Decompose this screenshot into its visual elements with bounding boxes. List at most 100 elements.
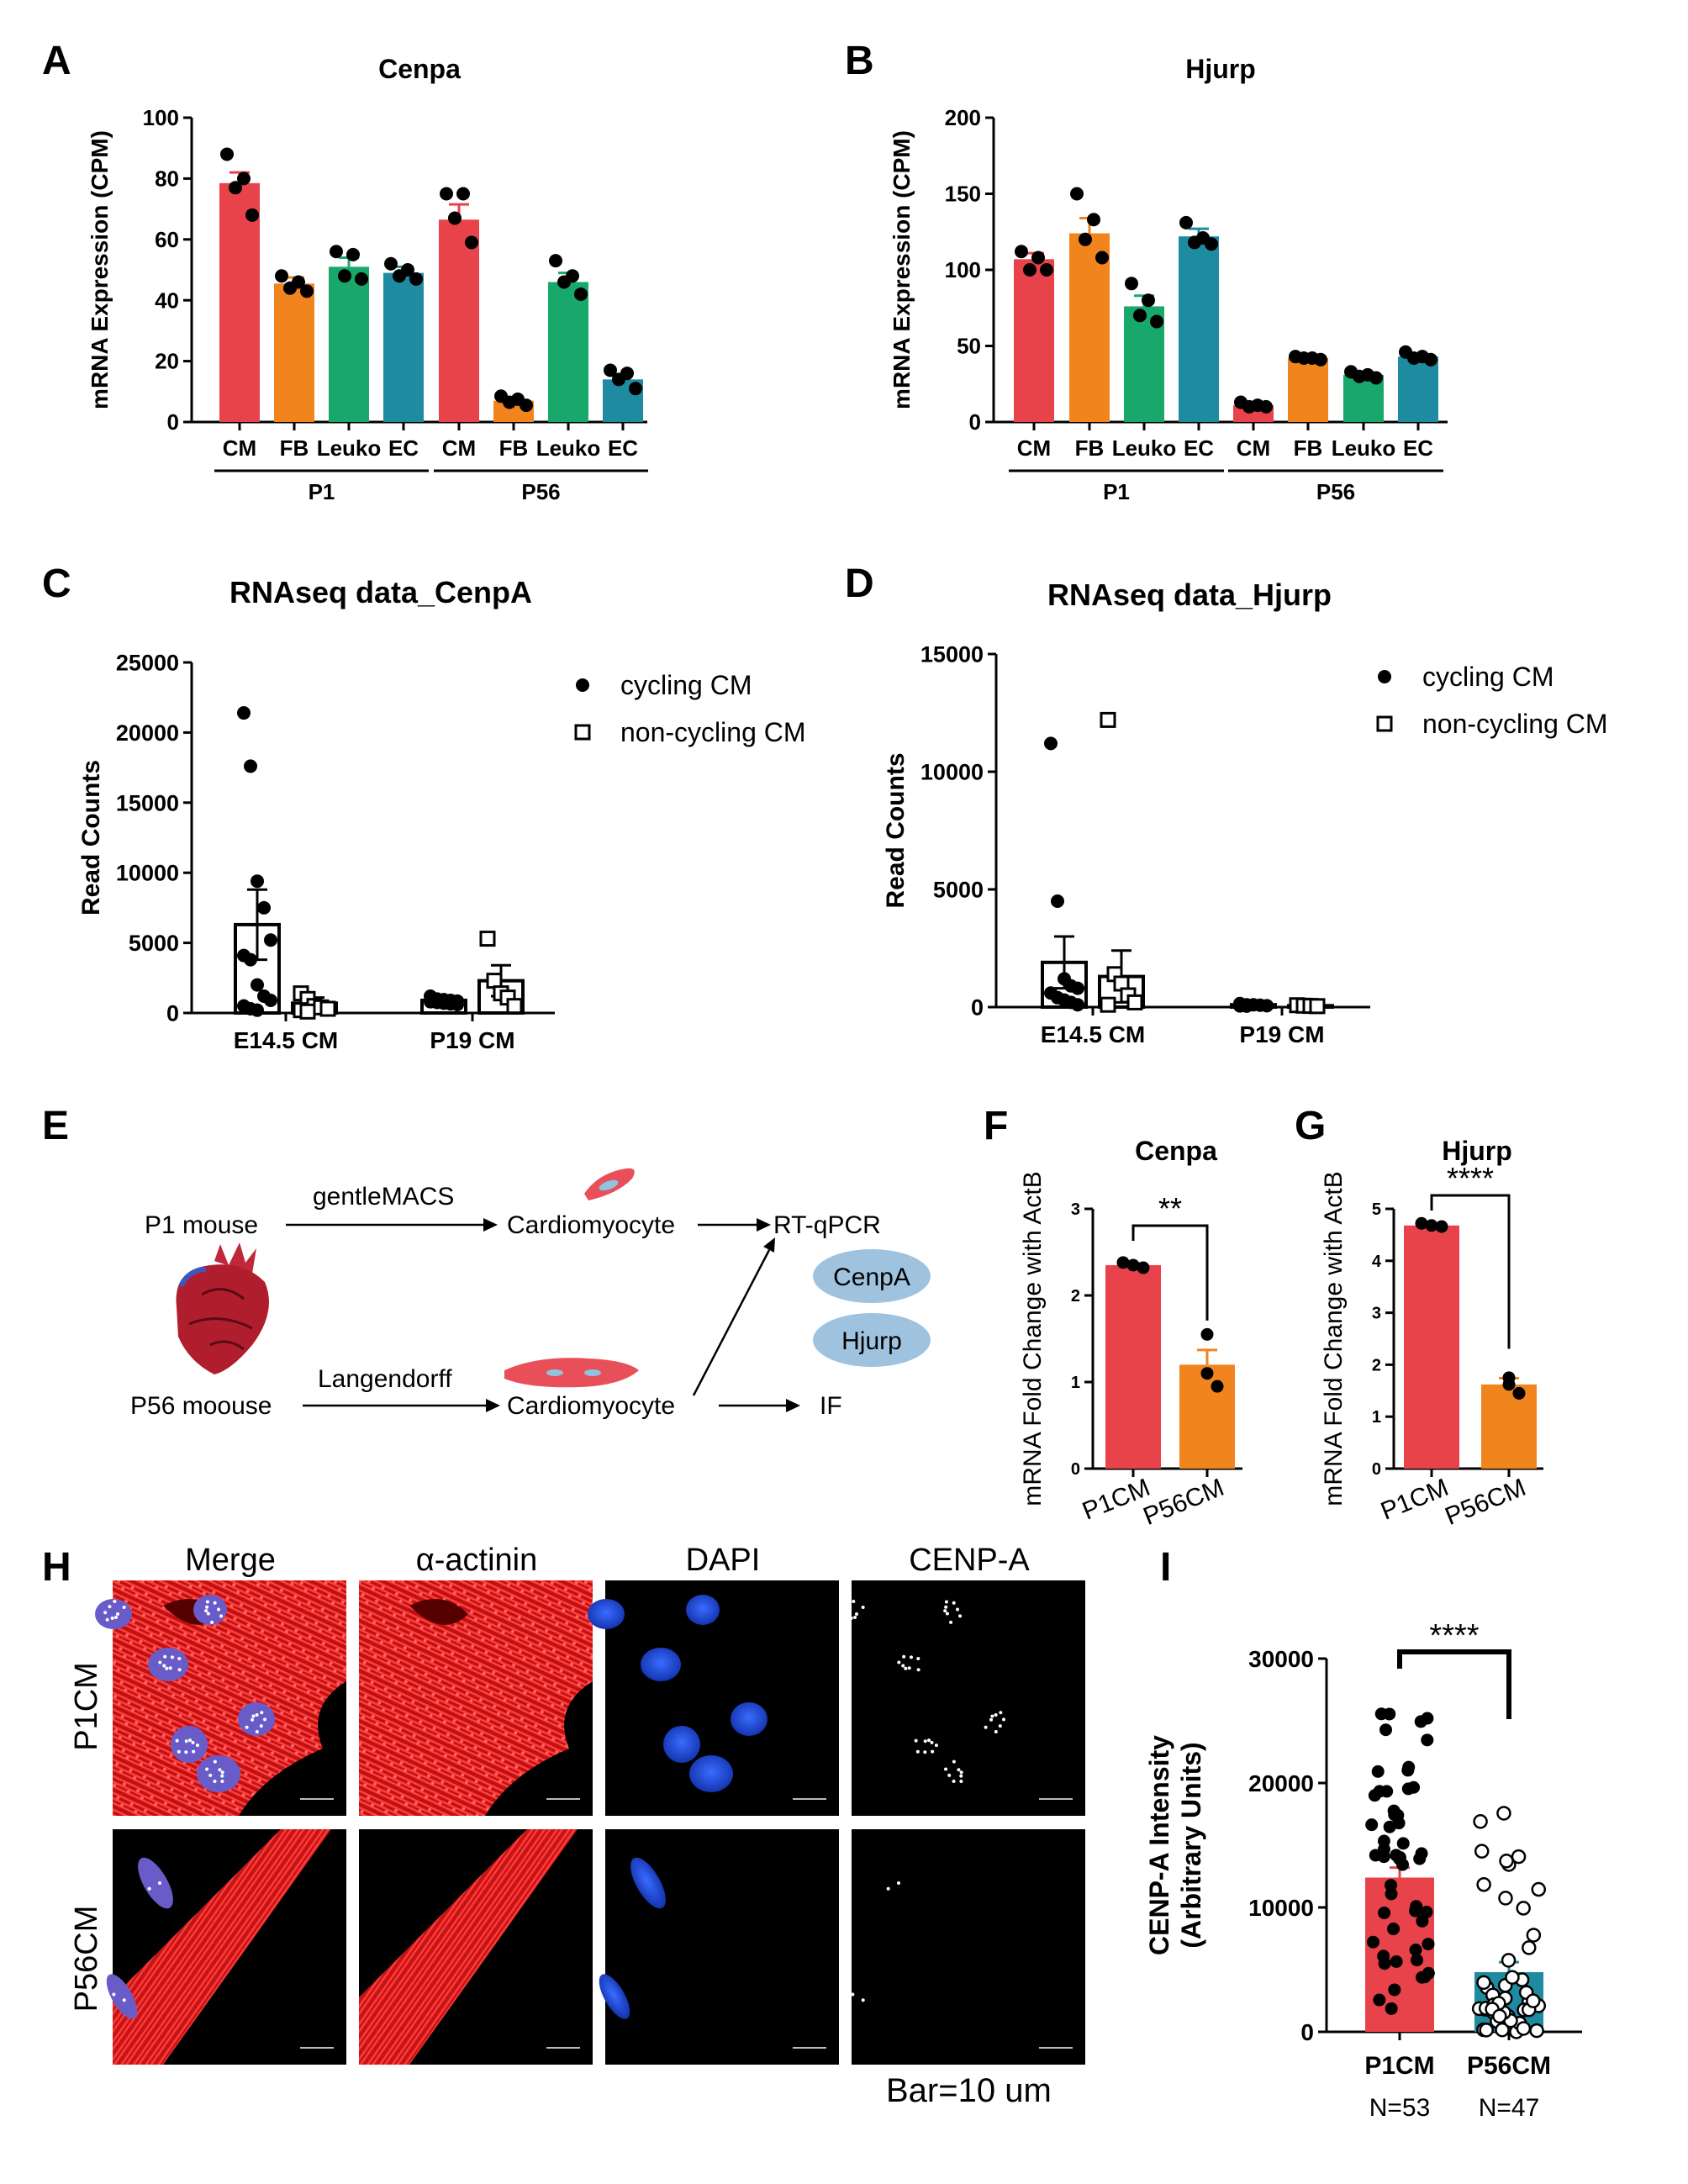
data-point — [503, 395, 516, 409]
data-point — [251, 978, 264, 992]
data-point — [1516, 1901, 1531, 1916]
y-tick-label: 0 — [971, 994, 984, 1020]
data-point — [1133, 309, 1147, 323]
bar — [1069, 233, 1110, 422]
centromere-dot — [990, 1714, 994, 1718]
data-point — [1378, 1906, 1391, 1919]
x-tick-label: Leuko — [1332, 435, 1396, 461]
data-point — [1415, 1847, 1428, 1860]
data-point — [1479, 2023, 1494, 2038]
group-label: P1 — [309, 479, 335, 504]
data-point — [244, 952, 257, 967]
data-point — [1496, 1806, 1511, 1821]
centromere-dot — [923, 1750, 927, 1754]
data-point — [479, 931, 496, 947]
arrow-cm-up-to-rtqpcr-head — [763, 1237, 775, 1253]
panel-letter-f: F — [984, 1104, 1008, 1148]
centromere-dot — [909, 1655, 913, 1659]
x-tick-label: P56CM — [1139, 1474, 1227, 1531]
data-point — [264, 993, 277, 1007]
centromere-dot — [218, 1768, 222, 1772]
chart-title: Cenpa — [1135, 1136, 1217, 1166]
cenpa-ellipse — [813, 1249, 931, 1303]
nucleus — [641, 1648, 681, 1681]
significance-bracket — [1131, 1224, 1209, 1321]
bar — [1179, 236, 1219, 422]
data-point — [1150, 314, 1163, 329]
x-tick-label: P19 CM — [430, 1027, 514, 1053]
data-point — [1409, 1944, 1422, 1957]
data-point — [338, 269, 351, 283]
data-point — [1383, 1707, 1396, 1721]
centromere-dot — [192, 1749, 196, 1754]
y-axis-label: mRNA Expression (CPM) — [889, 130, 915, 409]
data-point — [629, 382, 642, 396]
centromere-dot — [210, 1620, 214, 1624]
bar — [1481, 1384, 1537, 1469]
x-tick-label: E14.5 CM — [1041, 1021, 1146, 1047]
y-tick-label: 1 — [1071, 1374, 1080, 1392]
data-point — [1260, 999, 1274, 1013]
actinin-stain — [359, 1829, 578, 2065]
data-point — [355, 272, 368, 286]
y-axis-label: mRNA Fold Change with ActB — [1320, 1171, 1348, 1506]
data-point — [1383, 1820, 1396, 1833]
data-point — [1015, 245, 1028, 259]
centromere-dot — [255, 1713, 259, 1717]
centromere-dot — [955, 1607, 959, 1612]
centromere-dot — [251, 1714, 256, 1718]
data-point — [257, 900, 271, 915]
centromere-dot — [901, 1664, 905, 1668]
bar — [548, 282, 588, 422]
row-label-p1cm: P1CM — [69, 1662, 104, 1751]
y-axis-label: Read Counts — [77, 760, 105, 915]
y-axis-label: Read Counts — [882, 752, 910, 908]
nucleus — [630, 1857, 666, 1909]
centromere-dot — [110, 1616, 114, 1620]
nucleus — [663, 1726, 700, 1763]
data-point — [1421, 1733, 1434, 1747]
y-tick-label: 20 — [155, 349, 179, 374]
nucleus — [599, 1974, 630, 2019]
arrow-cm-to-if-head — [786, 1399, 800, 1412]
y-tick-label: 80 — [155, 166, 179, 192]
row-label-p56cm: P56CM — [69, 1906, 104, 2013]
y-tick-label: 10000 — [1248, 1895, 1314, 1921]
chart-title: Cenpa — [378, 54, 461, 84]
centromere-dot — [994, 1729, 998, 1733]
centromere-dot — [112, 1992, 116, 1997]
bar — [1288, 357, 1328, 422]
data-point — [1365, 1818, 1379, 1832]
micrograph-p1cm-cenpa — [842, 1580, 1085, 1816]
centromere-dot — [206, 1612, 210, 1616]
data-point — [1205, 237, 1218, 251]
micrograph-p1cm-merge — [95, 1580, 346, 1816]
data-point — [1425, 1219, 1438, 1232]
y-axis-label-line2: (Arbitrary Units) — [1176, 1742, 1206, 1948]
data-point — [220, 147, 234, 161]
data-point — [1100, 996, 1116, 1013]
centromere-dot — [205, 1600, 209, 1604]
centromere-dot — [1001, 1717, 1005, 1722]
y-tick-label: 60 — [155, 227, 179, 252]
centromere-dot — [219, 1614, 224, 1618]
column-label-merge: Merge — [185, 1543, 276, 1578]
p1-mouse-label: P1 mouse — [145, 1211, 258, 1239]
data-point — [1379, 1723, 1393, 1737]
y-tick-label: 4 — [1372, 1253, 1382, 1271]
y-tick-label: 5000 — [129, 931, 179, 956]
centromere-dot — [902, 1654, 906, 1659]
data-point — [1367, 1935, 1380, 1949]
panel-letter-b: B — [845, 39, 874, 83]
data-point — [1387, 1923, 1401, 1936]
data-point — [1385, 2002, 1398, 2015]
data-point — [319, 1000, 336, 1017]
centromere-dot — [847, 1605, 851, 1609]
legend-label-noncycling: non-cycling CM — [620, 717, 806, 747]
data-point — [549, 254, 562, 268]
x-tick-label: EC — [388, 435, 419, 461]
arrow-p56-to-cm-head — [486, 1399, 500, 1412]
panel-letter-h: H — [42, 1545, 71, 1590]
nucleus — [588, 1599, 625, 1629]
data-point — [1501, 1953, 1517, 1968]
